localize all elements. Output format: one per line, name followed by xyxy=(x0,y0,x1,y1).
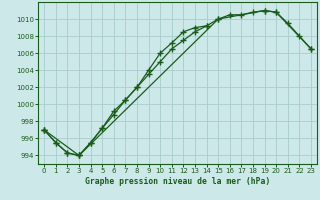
X-axis label: Graphe pression niveau de la mer (hPa): Graphe pression niveau de la mer (hPa) xyxy=(85,177,270,186)
